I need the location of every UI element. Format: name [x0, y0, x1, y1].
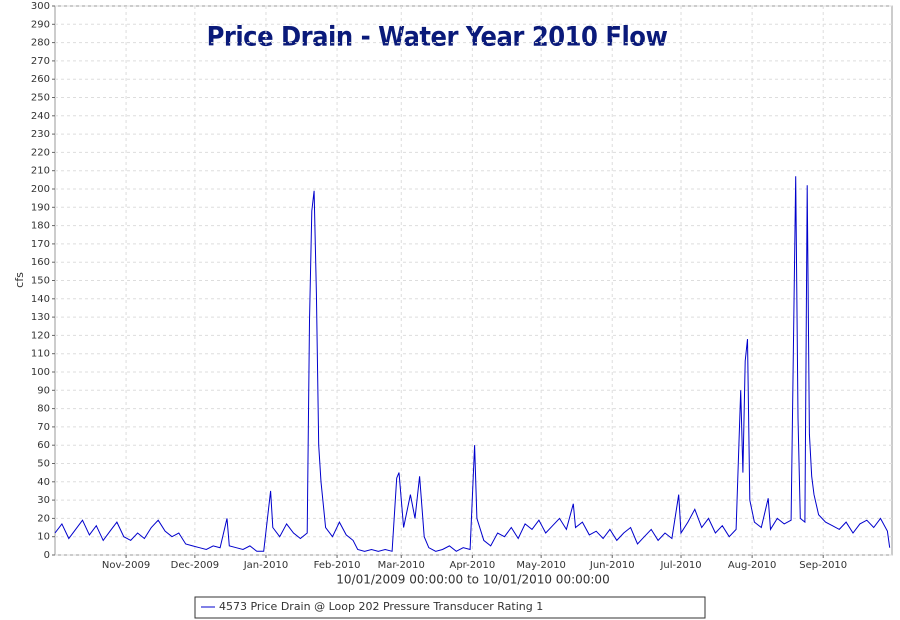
y-tick-label: 140	[31, 294, 50, 305]
y-tick-label: 90	[37, 385, 50, 396]
y-tick-label: 160	[31, 257, 50, 268]
y-tick-label: 200	[31, 184, 50, 195]
y-tick-label: 300	[31, 1, 50, 12]
x-tick-label: Aug-2010	[728, 560, 777, 571]
x-tick-label: Feb-2010	[314, 560, 361, 571]
y-tick-label: 190	[31, 202, 50, 213]
x-tick-label: Jul-2010	[659, 560, 701, 571]
y-tick-label: 10	[37, 532, 50, 543]
y-tick-label: 50	[37, 459, 50, 470]
y-tick-label: 220	[31, 147, 50, 158]
y-tick-label: 60	[37, 440, 50, 451]
x-tick-label: Jun-2010	[589, 560, 635, 571]
legend-label: 4573 Price Drain @ Loop 202 Pressure Tra…	[219, 600, 543, 613]
y-tick-label: 250	[31, 93, 50, 104]
x-tick-label: Jan-2010	[243, 560, 288, 571]
legend	[194, 596, 706, 619]
y-tick-label: 20	[37, 513, 50, 524]
chart-title: Price Drain - Water Year 2010 Flow	[207, 22, 668, 53]
y-tick-label: 290	[31, 19, 50, 30]
y-tick-label: 230	[31, 129, 50, 140]
y-tick-label: 0	[44, 550, 50, 561]
y-tick-label: 130	[31, 312, 50, 323]
y-tick-label: 120	[31, 330, 50, 341]
x-axis-label: 10/01/2009 00:00:00 to 10/01/2010 00:00:…	[336, 573, 609, 587]
x-tick-label: Sep-2010	[799, 560, 847, 571]
y-tick-label: 80	[37, 404, 50, 415]
y-tick-label: 280	[31, 38, 50, 49]
y-tick-label: 100	[31, 367, 50, 378]
data-line	[54, 176, 891, 552]
y-tick-label: 70	[37, 422, 50, 433]
x-tick-label: Mar-2010	[378, 560, 425, 571]
y-tick-label: 30	[37, 495, 50, 506]
y-tick-label: 170	[31, 239, 50, 250]
y-axis-label: cfs	[13, 272, 26, 288]
y-tick-label: 260	[31, 74, 50, 85]
y-tick-label: 150	[31, 276, 50, 287]
x-tick-label: Nov-2009	[102, 560, 150, 571]
y-tick-label: 210	[31, 166, 50, 177]
y-tick-label: 180	[31, 221, 50, 232]
x-tick-label: Dec-2009	[171, 560, 219, 571]
y-tick-label: 270	[31, 56, 50, 67]
x-tick-label: Apr-2010	[449, 560, 495, 571]
y-tick-label: 40	[37, 477, 50, 488]
y-tick-label: 240	[31, 111, 50, 122]
y-tick-label: 110	[31, 349, 50, 360]
x-tick-label: May-2010	[516, 560, 566, 571]
